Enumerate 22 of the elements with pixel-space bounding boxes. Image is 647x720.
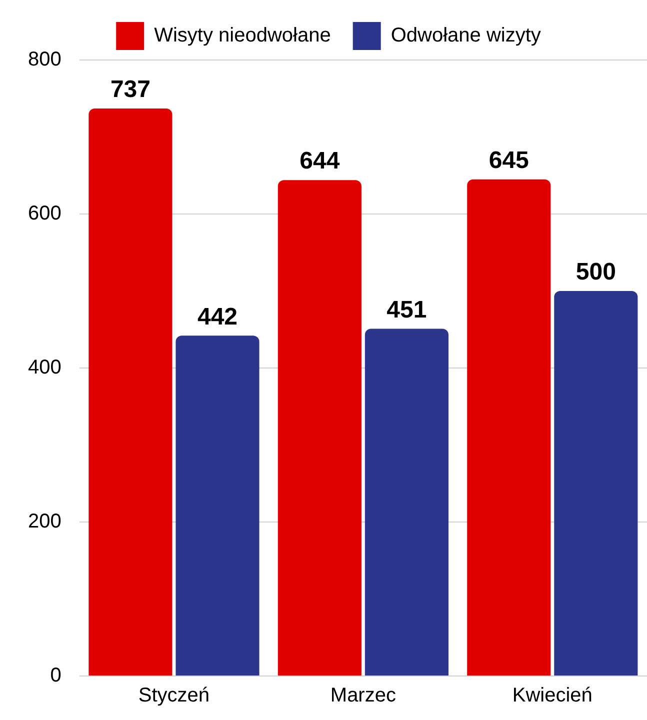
y-tick-label: 600 bbox=[28, 202, 62, 225]
data-label: 442 bbox=[197, 303, 238, 330]
x-tick-label: Marzec bbox=[330, 684, 396, 707]
data-label: 500 bbox=[576, 258, 616, 286]
y-tick-label: 800 bbox=[28, 48, 62, 71]
bar bbox=[176, 336, 260, 676]
data-label: 644 bbox=[300, 148, 340, 175]
y-tick-label: 0 bbox=[50, 664, 62, 687]
y-tick-label: 200 bbox=[28, 510, 62, 533]
data-label: 645 bbox=[488, 146, 529, 174]
bar bbox=[278, 180, 362, 676]
y-tick-label: 400 bbox=[28, 356, 62, 379]
data-label: 737 bbox=[110, 76, 150, 104]
bar bbox=[88, 108, 172, 676]
legend-label: Wisyty nieodwołane bbox=[154, 24, 331, 47]
bar bbox=[467, 179, 551, 676]
data-label: 451 bbox=[386, 296, 427, 324]
bar bbox=[554, 291, 638, 676]
x-tick-label: Styczeń bbox=[138, 684, 210, 707]
legend-label: Odwołane wizyty bbox=[390, 24, 541, 47]
x-tick-label: Kwiecień bbox=[512, 684, 592, 707]
bar bbox=[364, 328, 448, 676]
